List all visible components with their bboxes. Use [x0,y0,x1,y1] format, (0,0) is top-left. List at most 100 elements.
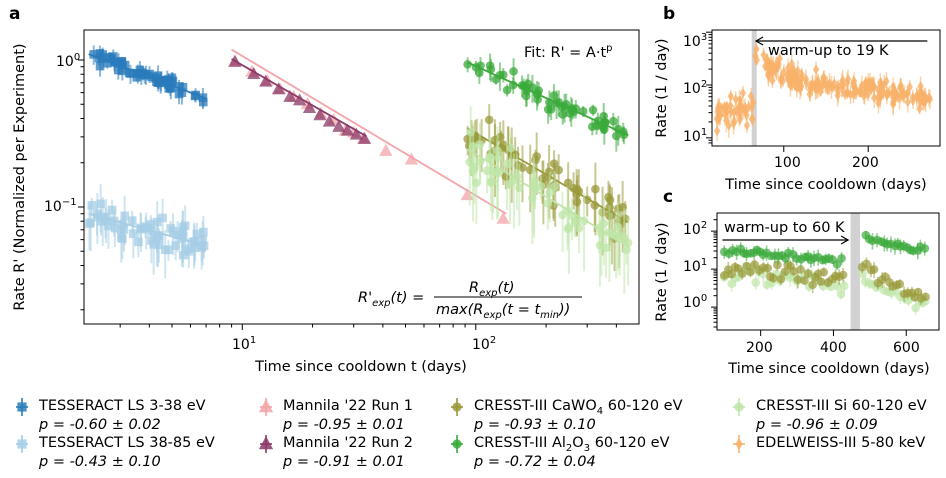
warmup-shade [751,30,757,146]
data-point [145,69,154,79]
data-point [493,153,503,163]
data-point [746,267,755,277]
fit-line [466,61,629,137]
legend-marker-shape [735,438,743,450]
data-point [860,90,868,102]
legend-marker-shape [452,402,462,412]
data-point [788,58,795,70]
legend-marker [16,398,28,416]
legend-marker-shape [17,402,27,412]
legend-entry-tesseract-38-85: TESSERACT LS 38-85 eV p = -0.43 ± 0.10 [16,435,215,470]
data-point [149,239,158,249]
data-point [572,197,582,207]
data-point [772,62,779,73]
data-point [554,165,563,175]
panel-a-ticks [78,59,617,330]
legend-marker [733,398,745,416]
data-point [247,67,261,80]
legend-entry-mannila-run2: Mannila '22 Run 2 p = -0.91 ± 0.01 [258,435,413,470]
data-point [750,260,759,269]
data-point [904,96,912,108]
data-point [162,76,172,85]
data-point [173,230,182,240]
data-point [748,113,756,125]
data-point [913,287,923,297]
svg-text:p = -0.96 ± 0.09: p = -0.96 ± 0.09 [755,417,878,433]
data-point [101,213,111,222]
data-point [883,88,891,100]
data-point [727,106,735,117]
data-point [913,91,921,103]
data-point [776,274,786,284]
svg-text:p = -0.72 ± 0.04: p = -0.72 ± 0.04 [473,454,596,470]
data-point [800,276,809,285]
data-point [750,97,757,108]
svg-text:Rexp(t): Rexp(t) [469,280,515,299]
data-point [468,166,478,176]
svg-text:EDELWEISS-III 5-80 keV: EDELWEISS-III 5-80 keV [756,435,925,451]
data-point [917,86,924,97]
data-point [871,81,878,93]
data-point [714,103,722,114]
data-point [727,269,736,279]
data-point [911,303,920,313]
data-point [877,92,884,103]
legend-entry-cresst-cawo4: CRESST-III CaWO4 60-120 eV p = -0.93 ± 0… [451,398,683,433]
data-point [835,86,842,97]
data-point [797,79,804,91]
data-point [816,277,826,286]
data-point [192,229,202,239]
data-point [839,281,849,291]
data-point [916,103,923,114]
data-point [340,123,355,136]
data-point [574,223,584,233]
data-point [178,222,188,232]
panel-c-ytick-100: 102 [683,220,707,238]
data-point [129,229,138,238]
data-point [357,131,372,144]
data-point [853,86,860,97]
data-point [124,68,134,78]
data-point [866,76,874,87]
panel-c-ylabel: Rate (1 / day) [654,222,670,321]
svg-text:R'exp(t) =: R'exp(t) = [358,290,424,309]
data-point [104,52,114,62]
data-point [793,275,803,284]
data-point [536,181,546,191]
data-point [724,106,731,117]
panel-b-ytick-10: 101 [683,127,707,145]
data-point [259,74,273,87]
data-point [502,159,512,169]
data-point [127,216,137,225]
data-point [166,224,176,233]
data-point [812,64,820,75]
svg-text:TESSERACT LS 3-38 eV: TESSERACT LS 3-38 eV [38,398,206,414]
legend-entry-edelweiss: EDELWEISS-III 5-80 keV [733,435,925,453]
fit-line [88,213,207,247]
data-point [760,49,767,61]
data-point [154,77,164,87]
data-point [808,280,818,290]
data-point [485,153,494,162]
data-point [549,91,559,100]
data-point [198,97,208,107]
legend-marker [258,398,274,416]
data-point [921,292,930,302]
legend-marker [16,435,28,453]
series-1 [719,257,930,305]
panel-b-ylabel: Rate (1 / day) [654,38,670,137]
legend-marker-shape [258,399,274,413]
warmup-arrowhead [754,36,764,46]
data-point [862,81,870,92]
panel-c-frame [716,212,940,331]
data-point [780,267,790,277]
data-point [313,108,327,121]
panel-b-ytick-1000: 103 [683,32,707,50]
svg-text:Mannila '22 Run 1: Mannila '22 Run 1 [283,398,413,414]
data-point [604,192,613,202]
data-point [730,118,737,129]
data-point [141,224,151,233]
legend-marker-shape [452,439,462,449]
panel-a-xtick-100: 102 [472,335,496,353]
data-point [463,60,472,69]
